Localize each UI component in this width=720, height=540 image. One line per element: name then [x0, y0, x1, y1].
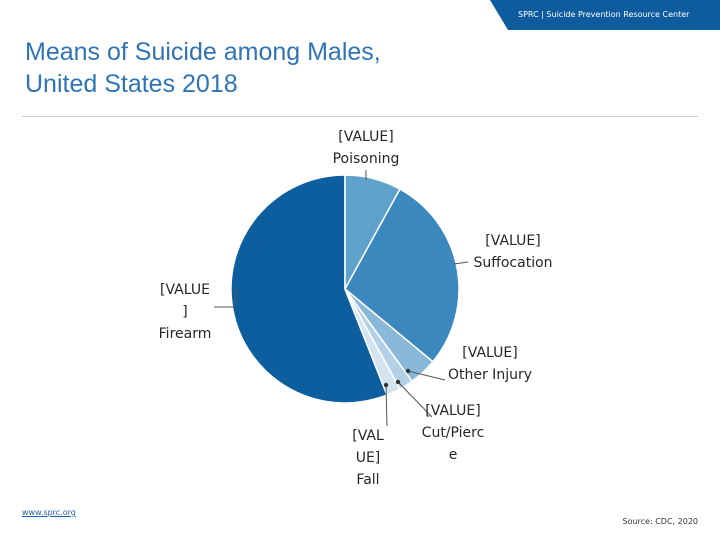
leader-lines: [214, 170, 469, 427]
label-suffocation-name: Suffocation: [473, 255, 552, 271]
leader-suffocation: [453, 261, 469, 265]
title-divider: [22, 116, 698, 117]
leader-dot-fall: [383, 382, 389, 388]
label-firearm-value: [VALUE: [160, 282, 210, 298]
page-title-line2: United States 2018: [25, 70, 238, 98]
leader-dot-other-injury: [405, 368, 411, 374]
label-cut-pierce-name-2: e: [449, 447, 458, 463]
leader-dot-cut-pierce: [395, 379, 401, 385]
label-other-injury-name: Other Injury: [448, 367, 532, 383]
leader-cut-pierce: [397, 381, 433, 418]
header-bar: [0, 0, 720, 30]
leader-dots: [383, 368, 411, 388]
label-firearm-value-2: ]: [182, 304, 187, 320]
leader-firearm: [214, 286, 237, 308]
label-other-injury-value: [VALUE]: [462, 345, 517, 361]
page-title: Means of Suicide among Males, United Sta…: [25, 36, 465, 100]
header-org-text: SPRC | Suicide Prevention Resource Cente…: [518, 10, 690, 19]
label-fall-value-2: UE]: [356, 450, 381, 466]
label-cut-pierce-name-1: Cut/Pierc: [422, 425, 485, 441]
leader-other-injury: [407, 370, 446, 381]
label-cut-pierce-value: [VALUE]: [425, 403, 480, 419]
label-poisoning-name: Poisoning: [333, 151, 400, 167]
website-link[interactable]: www.sprc.org: [22, 508, 76, 517]
label-firearm-name: Firearm: [159, 326, 212, 342]
pie-slices: [230, 174, 460, 404]
label-poisoning-value: [VALUE]: [338, 129, 393, 145]
slice-suffocation: [344, 188, 460, 363]
slice-fall: [344, 288, 401, 396]
label-fall-value-1: [VAL: [352, 428, 384, 444]
slice-firearm: [230, 174, 388, 404]
leader-fall: [385, 384, 388, 427]
source-note: Source: CDC, 2020: [622, 517, 699, 526]
data-labels: [VALUE] Poisoning [VALUE] Suffocation [V…: [159, 129, 553, 488]
label-suffocation-value: [VALUE]: [485, 233, 540, 249]
label-fall-name: Fall: [356, 472, 379, 488]
header-bar-shape: [0, 0, 720, 30]
page-title-line1: Means of Suicide among Males,: [25, 38, 381, 66]
